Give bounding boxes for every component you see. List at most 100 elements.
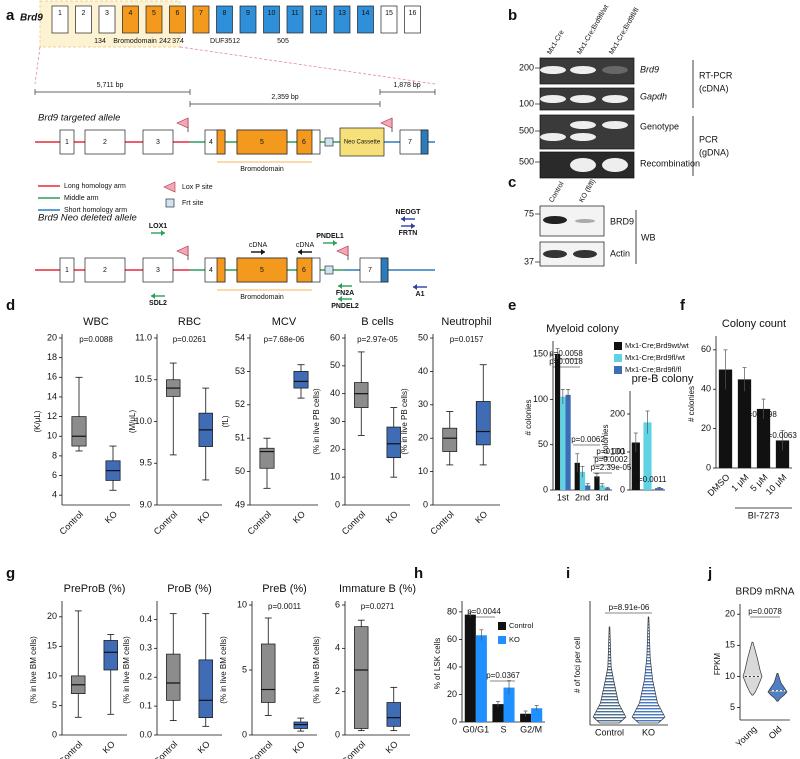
exon [404,5,421,34]
bar [643,422,652,490]
distance: 1,878 bp [393,82,420,89]
violin [631,616,666,724]
bar [594,476,600,490]
p-value: p=0.0398 [743,410,777,419]
p-value: p=0.0011 [268,602,302,611]
box [293,721,308,729]
legend-label: Lox P site [182,184,213,191]
group-label: WB [641,232,656,242]
y-tick-label: 20 [447,689,457,699]
y-tick-label: 0 [620,484,625,494]
exon [263,5,280,34]
primer-label: A1 [416,291,425,298]
lane-label: Mx1-Cre;Brd9fl/wt [576,4,610,56]
chart-title: PreProB (%) [64,583,126,595]
exon [380,5,398,34]
x-tick-label: Control [246,509,274,537]
primer-label: SDL2 [149,300,167,307]
exon-coding [236,257,288,283]
legend-swatch [614,366,622,374]
size-marker: 37 [524,256,534,266]
y-tick-label: 9.0 [139,499,152,509]
box [293,371,309,389]
blot-band [543,250,567,258]
exon-number: 14 [362,10,370,17]
box [103,640,118,671]
allele-title: Brd9 targeted allele [38,113,120,124]
legend-loxp [163,181,176,193]
gel-band [570,121,596,129]
x-tick-label: 1 μM [729,472,750,493]
panel-label: h [414,565,423,582]
y-tick-label: 15 [725,640,735,650]
arrow-head [151,293,155,299]
exon [142,257,174,283]
y-axis-label: (fL) [221,415,230,427]
exon [169,5,186,34]
p-value: p=7.68e-06 [264,335,305,344]
y-tick-label: 12 [47,411,57,421]
x-tick-label: Control [428,509,456,537]
primer-label: FN2A [336,290,354,297]
exon-coding [236,129,288,155]
box [198,659,213,719]
domain-start: 374 [172,38,184,45]
exon [333,5,351,34]
x-tick-label: Control [247,739,275,759]
arrow-head [298,249,302,255]
y-tick-label: 0.0 [139,729,152,739]
x-tick-label: Control [152,509,180,537]
chart-title: Myeloid colony [546,323,619,335]
exon-number: 5 [152,10,156,17]
p-value: p=0.0062 [571,435,605,444]
domain-end: 505 [277,38,289,45]
p-value: p=0.0002 [594,455,628,464]
legend-label: Middle arm [64,195,99,202]
p-value: p=0.0157 [450,335,484,344]
x-tick-label: 3rd [596,492,609,502]
arrow-head [261,249,265,255]
size-marker: 500 [519,156,534,166]
x-tick-label: KO [103,509,119,525]
y-tick-label: 9.5 [139,458,152,468]
exon-number: 5 [260,139,264,146]
zoom-line [179,46,436,85]
gel [539,114,635,150]
p-value: p=0.0063 [763,431,797,440]
exon [286,5,304,34]
domain-label: Bromodomain [240,166,284,173]
legend-label: KO [509,635,520,644]
panel-label: d [6,297,15,314]
bar [531,708,543,722]
y-tick-label: 10.0 [134,416,152,426]
exon-number: 10 [268,10,276,17]
exon-number: 15 [385,10,393,17]
y-tick-label: 60 [447,634,457,644]
cdna-label: cDNA [296,242,315,249]
panel-label: e [508,297,516,314]
legend-swatch [498,636,506,644]
violin [742,641,763,696]
band-label: Genotype [640,121,679,131]
group-label: PCR [699,134,719,144]
exon [84,257,126,283]
exon-coding [380,257,389,283]
y-tick-label: 4 [52,490,57,500]
exon-number: 2 [103,267,107,274]
bar [599,485,605,490]
chart-title: BRD9 mRNA [736,587,795,598]
chart-title: WBC [83,316,109,328]
blot-band [573,250,597,258]
x-tick-label: G2/M [520,724,542,734]
arrow-head [338,296,342,302]
exon [59,129,75,155]
legend-label: Control [509,621,534,630]
y-tick-label: 40 [701,384,711,394]
y-tick-label: 0 [52,729,57,739]
y-tick-label: 100 [610,446,625,456]
band-label: BRD9 [610,216,634,226]
y-tick-label: 20 [330,444,340,454]
y-axis-label: (M/μL) [128,410,137,434]
gel-band [540,95,566,103]
y-tick-label: 51 [235,433,245,443]
